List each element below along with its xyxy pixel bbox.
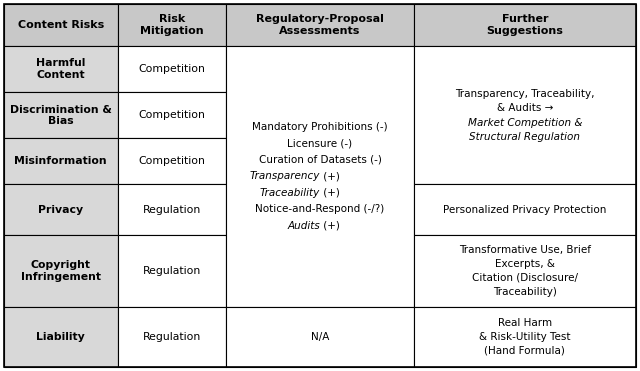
Bar: [414, 46, 636, 184]
Text: Competition: Competition: [138, 110, 205, 120]
Bar: [414, 307, 636, 367]
Text: Notice-and-Respond (-/?): Notice-and-Respond (-/?): [255, 204, 385, 214]
Text: Curation of Datasets (-): Curation of Datasets (-): [259, 155, 381, 165]
Bar: [4, 4, 118, 46]
Text: & Risk-Utility Test: & Risk-Utility Test: [479, 332, 571, 342]
Text: Citation (Disclosure/: Citation (Disclosure/: [472, 273, 578, 283]
Bar: [226, 307, 414, 367]
Bar: [118, 4, 226, 46]
Text: Content Risks: Content Risks: [18, 20, 104, 30]
Bar: [414, 184, 636, 234]
Text: (+): (+): [320, 171, 340, 181]
Bar: [4, 92, 118, 138]
Text: Transformative Use, Brief: Transformative Use, Brief: [459, 245, 591, 255]
Bar: [118, 184, 226, 234]
Text: Competition: Competition: [138, 64, 205, 74]
Text: Harmful
Content: Harmful Content: [36, 58, 86, 80]
Text: Liability: Liability: [36, 332, 85, 342]
Text: Structural Regulation: Structural Regulation: [469, 132, 580, 142]
Text: (+): (+): [320, 221, 340, 231]
Text: Copyright
Infringement: Copyright Infringement: [20, 260, 100, 282]
Text: Transparency, Traceability,: Transparency, Traceability,: [455, 89, 595, 99]
Bar: [226, 4, 414, 46]
Text: Personalized Privacy Protection: Personalized Privacy Protection: [444, 204, 607, 214]
Bar: [414, 4, 636, 46]
Bar: [414, 234, 636, 307]
Bar: [118, 46, 226, 92]
Text: Audits: Audits: [287, 221, 320, 231]
Text: (+): (+): [320, 188, 340, 198]
Text: N/A: N/A: [311, 332, 329, 342]
Bar: [226, 46, 414, 307]
Text: Regulation: Regulation: [143, 266, 201, 276]
Bar: [4, 138, 118, 184]
Text: Regulatory-Proposal
Assessments: Regulatory-Proposal Assessments: [256, 14, 384, 36]
Bar: [118, 138, 226, 184]
Bar: [118, 92, 226, 138]
Bar: [118, 307, 226, 367]
Text: Market Competition &: Market Competition &: [468, 118, 582, 128]
Text: Misinformation: Misinformation: [15, 157, 107, 167]
Text: Risk
Mitigation: Risk Mitigation: [140, 14, 204, 36]
Text: Discrimination &
Bias: Discrimination & Bias: [10, 105, 112, 126]
Bar: [4, 307, 118, 367]
Text: Regulation: Regulation: [143, 204, 201, 214]
Text: Real Harm: Real Harm: [498, 318, 552, 328]
Text: & Audits →: & Audits →: [497, 103, 553, 113]
Text: Competition: Competition: [138, 157, 205, 167]
Text: Transparency: Transparency: [250, 171, 320, 181]
Text: Privacy: Privacy: [38, 204, 83, 214]
Bar: [4, 184, 118, 234]
Text: Further
Suggestions: Further Suggestions: [486, 14, 563, 36]
Text: Traceability): Traceability): [493, 287, 557, 297]
Bar: [4, 46, 118, 92]
Text: Regulation: Regulation: [143, 332, 201, 342]
Text: (Hand Formula): (Hand Formula): [484, 346, 565, 356]
Text: Licensure (-): Licensure (-): [287, 138, 353, 148]
Bar: [118, 234, 226, 307]
Bar: [4, 234, 118, 307]
Text: Traceability: Traceability: [260, 188, 320, 198]
Text: Mandatory Prohibitions (-): Mandatory Prohibitions (-): [252, 122, 388, 132]
Text: Excerpts, &: Excerpts, &: [495, 259, 555, 269]
